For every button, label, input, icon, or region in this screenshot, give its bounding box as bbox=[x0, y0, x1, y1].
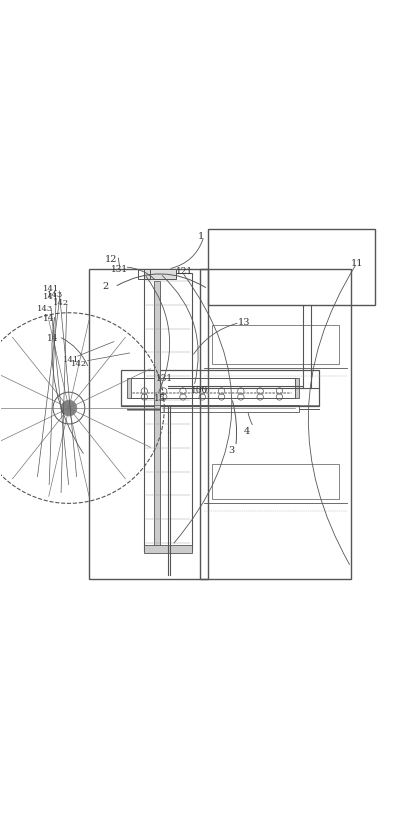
Bar bbox=[144, 269, 176, 279]
Bar bbox=[138, 269, 150, 279]
Text: 142: 142 bbox=[53, 299, 69, 307]
Bar bbox=[128, 379, 295, 399]
Text: 141: 141 bbox=[43, 285, 59, 293]
Bar bbox=[144, 545, 192, 553]
Bar bbox=[212, 324, 339, 364]
Text: 143: 143 bbox=[37, 305, 53, 313]
Bar bbox=[154, 281, 160, 551]
Text: 141: 141 bbox=[43, 293, 59, 301]
Text: 131: 131 bbox=[156, 374, 174, 383]
Text: 143: 143 bbox=[47, 291, 63, 299]
Bar bbox=[212, 463, 339, 499]
Text: 121: 121 bbox=[176, 266, 193, 275]
Text: 1: 1 bbox=[198, 231, 204, 240]
Bar bbox=[126, 379, 131, 399]
Text: 13: 13 bbox=[238, 318, 250, 327]
Text: 15: 15 bbox=[154, 394, 166, 403]
Text: 100: 100 bbox=[191, 386, 208, 394]
Bar bbox=[120, 370, 319, 406]
Text: 2: 2 bbox=[103, 282, 109, 291]
Text: 3: 3 bbox=[229, 446, 235, 455]
Bar bbox=[160, 405, 299, 412]
Bar bbox=[208, 230, 375, 305]
Text: 14: 14 bbox=[43, 314, 54, 323]
Text: 12: 12 bbox=[105, 255, 117, 264]
Circle shape bbox=[61, 400, 77, 416]
Text: 11: 11 bbox=[351, 259, 364, 268]
Bar bbox=[200, 269, 351, 579]
Text: 142: 142 bbox=[71, 360, 87, 369]
Bar bbox=[89, 269, 208, 579]
Bar bbox=[144, 273, 192, 551]
Text: 131: 131 bbox=[111, 265, 128, 274]
Text: 141: 141 bbox=[63, 356, 79, 364]
Text: 14: 14 bbox=[47, 334, 58, 343]
Text: 4: 4 bbox=[244, 427, 250, 436]
Bar bbox=[294, 379, 299, 399]
